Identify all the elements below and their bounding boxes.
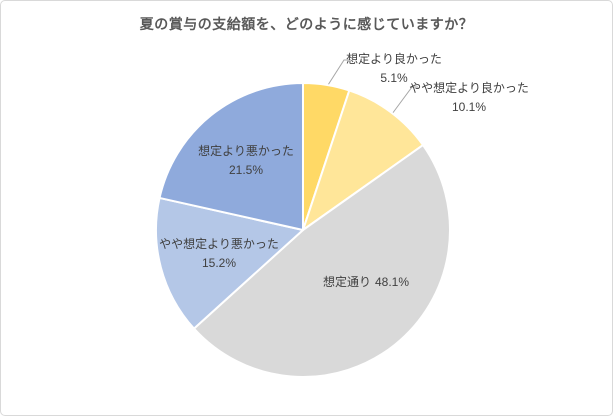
data-label-somewhat-better-name: やや想定より良かった <box>409 81 529 95</box>
leader-line-better <box>327 59 351 86</box>
data-label-better: 想定より良かった 5.1% <box>346 50 442 88</box>
pie-slice-somewhat-worse <box>155 196 304 330</box>
data-label-somewhat-worse: やや想定より悪かった 15.2% <box>159 235 279 273</box>
data-label-as-expected-pct: 48.1% <box>374 275 410 289</box>
data-label-somewhat-better-pct: 10.1% <box>451 100 487 114</box>
data-label-worse: 想定より悪かった 21.5% <box>198 142 294 180</box>
data-label-worse-name: 想定より悪かった <box>198 144 294 158</box>
data-label-better-name: 想定より良かった <box>346 52 442 66</box>
pie-slice-worse <box>158 82 304 231</box>
data-label-as-expected: 想定通り 48.1% <box>323 273 409 292</box>
pie-slice-somewhat-better <box>302 89 424 231</box>
leader-line-somewhat-better <box>391 86 418 115</box>
data-label-somewhat-worse-name: やや想定より悪かった <box>159 237 279 251</box>
data-label-somewhat-better: やや想定より良かった 10.1% <box>409 79 529 117</box>
data-label-worse-pct: 21.5% <box>228 163 264 177</box>
chart-title: 夏の賞与の支給額を、どのように感じていますか？ <box>139 16 474 32</box>
data-label-better-pct: 5.1% <box>380 71 408 85</box>
data-label-somewhat-worse-pct: 15.2% <box>201 256 237 270</box>
data-label-as-expected-name: 想定通り <box>322 275 371 289</box>
pie-slice-as-expected <box>192 144 451 378</box>
